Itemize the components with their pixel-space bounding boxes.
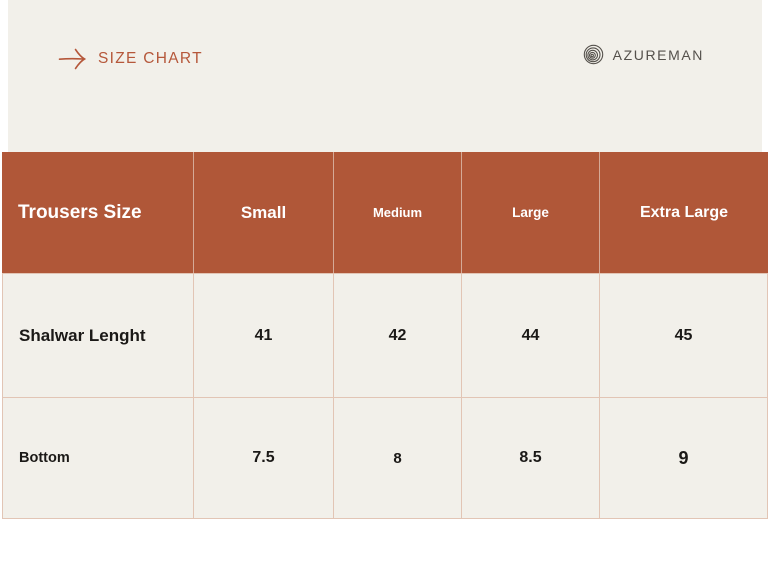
table-header-row: Trousers Size Small Medium Large Extra L… <box>2 152 768 273</box>
row-label: Bottom <box>2 398 194 519</box>
spiral-logo-icon <box>583 44 604 65</box>
cell-value: 45 <box>600 273 768 398</box>
table-row-bottom: Bottom 7.5 8 8.5 9 <box>2 398 768 519</box>
column-header-extra-large: Extra Large <box>639 203 729 221</box>
table-body: Shalwar Lenght 41 42 44 45 Bottom 7.5 8 … <box>2 273 768 519</box>
page-title: SIZE CHART <box>98 50 203 67</box>
cell-value: 7.5 <box>194 398 334 519</box>
cell-value: 8 <box>334 398 462 519</box>
cell-value: 44 <box>462 273 600 398</box>
arrow-right-icon <box>57 46 87 72</box>
column-header-medium: Medium <box>334 152 462 273</box>
header-panel: SIZE CHART AZUREMAN <box>8 0 762 152</box>
size-chart-table: Trousers Size Small Medium Large Extra L… <box>2 152 768 519</box>
brand-name: AZUREMAN <box>612 46 704 63</box>
cell-value: 8.5 <box>462 398 600 519</box>
row-label: Shalwar Lenght <box>2 273 194 398</box>
column-header-small: Small <box>194 152 334 273</box>
column-header-large: Large <box>462 152 600 273</box>
size-chart-heading: SIZE CHART <box>57 46 203 72</box>
cell-value: 41 <box>194 273 334 398</box>
column-header-trousers-size: Trousers Size <box>2 152 194 273</box>
brand: AZUREMAN <box>583 44 704 65</box>
cell-value: 42 <box>334 273 462 398</box>
cell-value: 9 <box>600 398 768 519</box>
table-row-shalwar-length: Shalwar Lenght 41 42 44 45 <box>2 273 768 398</box>
